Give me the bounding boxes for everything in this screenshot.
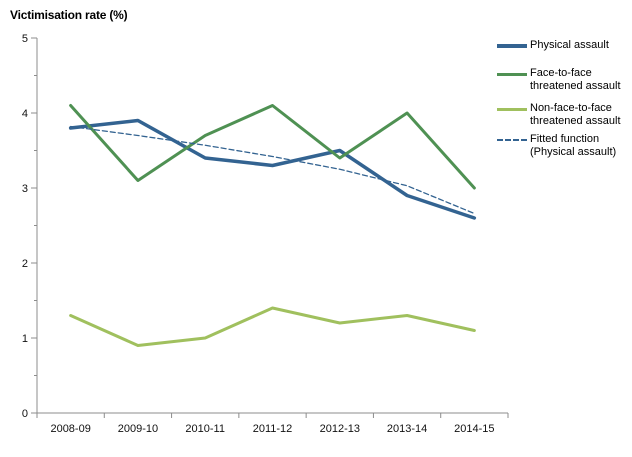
x-tick-label: 2013-14	[387, 423, 427, 435]
x-tick-label: 2014-15	[454, 423, 494, 435]
legend-label: Face-to-face threatened assault	[530, 67, 621, 92]
y-tick-label: 1	[22, 333, 28, 345]
y-tick-label: 0	[22, 408, 28, 420]
series-line-non-face-to-face-threatened-assault	[69, 306, 476, 347]
legend-item-physical-assault: Physical assault	[497, 39, 629, 52]
non-face-to-face-line-swatch	[497, 108, 527, 111]
legend-label: Fitted function (Physical assault)	[530, 133, 617, 158]
y-axis-title: Victimisation rate (%)	[10, 8, 128, 22]
x-tick-label: 2008-09	[50, 423, 90, 435]
physical-assault-line-swatch	[497, 44, 527, 48]
legend-label: Non-face-to-face threatened assault	[530, 102, 621, 127]
series-line-face-to-face-threatened-assault	[69, 104, 476, 190]
y-tick-label: 3	[22, 183, 28, 195]
legend-label: Physical assault	[530, 39, 609, 51]
fitted-function-dashed-line-swatch	[497, 139, 527, 141]
legend-item-non-face-to-face: Non-face-to-face threatened assault	[497, 102, 629, 128]
x-tick-label: 2012-13	[320, 423, 360, 435]
legend-item-face-to-face: Face-to-face threatened assault	[497, 67, 629, 93]
face-to-face-line-swatch	[497, 73, 527, 76]
series-line-physical-assault	[68, 118, 477, 220]
x-tick-label: 2011-12	[253, 423, 293, 435]
x-tick-label: 2010-11	[185, 423, 225, 435]
y-tick-label: 2	[22, 258, 28, 270]
y-tick-label: 4	[22, 108, 28, 120]
legend: Physical assault Face-to-face threatened…	[497, 39, 629, 174]
series-line-fitted-function-physical-assault	[69, 125, 476, 215]
legend-item-fitted-function: Fitted function (Physical assault)	[497, 133, 629, 159]
x-tick-label: 2009-10	[118, 423, 158, 435]
y-tick-label: 5	[22, 33, 28, 45]
